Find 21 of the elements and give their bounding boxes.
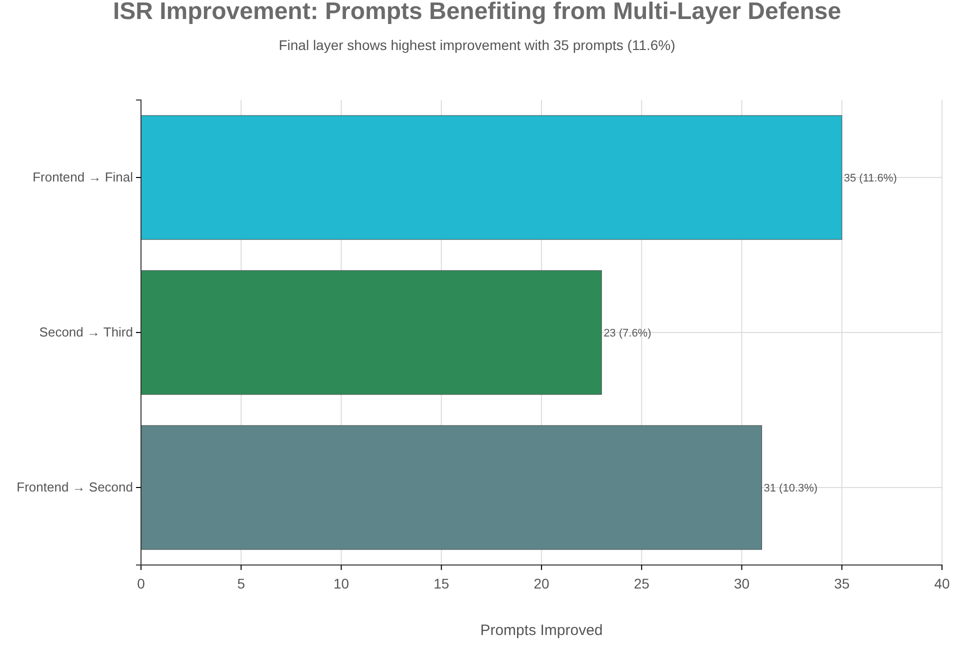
x-tick-label: 40 bbox=[934, 575, 950, 592]
x-tick-label: 30 bbox=[734, 575, 750, 592]
x-tick-label: 25 bbox=[634, 575, 650, 592]
x-tick-label: 35 bbox=[834, 575, 850, 592]
bar bbox=[140, 425, 762, 550]
data-label: 31 (10.3%) bbox=[764, 482, 818, 494]
bar bbox=[140, 115, 842, 240]
data-label: 23 (7.6%) bbox=[604, 327, 652, 340]
data-label: 35 (11.6%) bbox=[844, 172, 897, 184]
x-tick-label: 5 bbox=[237, 575, 246, 592]
x-axis-title: Prompts Improved bbox=[480, 622, 603, 639]
y-tick-label: Second → Third bbox=[39, 324, 133, 340]
chart-title: ISR Improvement: Prompts Benefiting from Multi-Layer Defense bbox=[112, 0, 842, 25]
chart-subtitle: Final layer shows highest improvement with 35 prompts (11.6%) bbox=[278, 37, 676, 53]
y-tick-label: Frontend → Second bbox=[16, 480, 133, 495]
x-tick-label: 0 bbox=[137, 575, 146, 592]
x-tick-label: 10 bbox=[333, 575, 350, 592]
bar bbox=[140, 270, 602, 395]
x-tick-label: 20 bbox=[534, 575, 550, 592]
x-tick-label: 15 bbox=[434, 575, 450, 592]
y-tick-label: Frontend → Final bbox=[32, 170, 134, 185]
